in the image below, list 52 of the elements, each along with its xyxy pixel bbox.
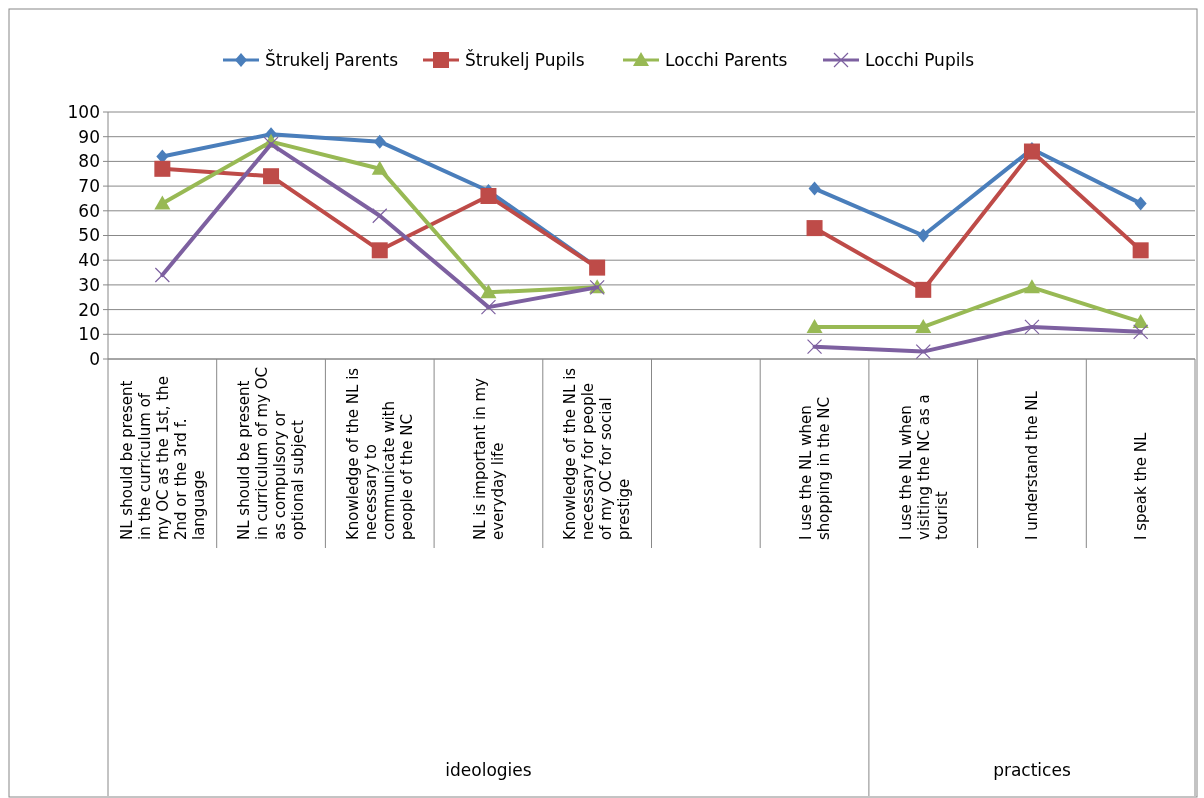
legend-label: Štrukelj Parents bbox=[265, 48, 399, 70]
text: ideologies bbox=[445, 760, 532, 780]
point bbox=[263, 168, 280, 185]
point bbox=[480, 187, 497, 204]
point bbox=[915, 343, 931, 360]
x-tick-label: I use the NL when visiting the NC as a tourist bbox=[896, 394, 951, 540]
y-tick-label: 20 bbox=[78, 299, 100, 320]
y-tick-label: 90 bbox=[78, 126, 100, 147]
y-tick-label: 40 bbox=[78, 250, 100, 271]
y-tick-label: 80 bbox=[78, 151, 100, 172]
point bbox=[1133, 324, 1149, 340]
point bbox=[263, 136, 279, 152]
point bbox=[371, 242, 388, 259]
legend-label: Locchi Pupils bbox=[865, 49, 975, 70]
point bbox=[806, 318, 823, 333]
point bbox=[917, 228, 930, 243]
x-tick-label: NL is important in my everyday life bbox=[470, 377, 507, 540]
x-tick-label: I speak the NL bbox=[1131, 431, 1150, 540]
point bbox=[371, 160, 388, 175]
y-tick-label: 60 bbox=[78, 200, 100, 221]
x-tick-label: Knowledge of the NL is necessary for people of my OC for social prestige bbox=[561, 367, 634, 540]
point bbox=[480, 299, 497, 315]
point bbox=[1132, 242, 1149, 259]
point bbox=[372, 208, 388, 224]
point bbox=[808, 181, 821, 196]
point bbox=[154, 160, 171, 177]
legend-label: Locchi Parents bbox=[665, 49, 788, 70]
point bbox=[1132, 313, 1149, 328]
point bbox=[1134, 196, 1147, 211]
point bbox=[154, 195, 171, 210]
y-tick-label: 10 bbox=[78, 324, 100, 345]
y-tick-label: 70 bbox=[78, 176, 100, 197]
point bbox=[1023, 279, 1040, 294]
point bbox=[480, 284, 497, 299]
legend-label: Štrukelj Pupils bbox=[465, 48, 585, 70]
point bbox=[373, 134, 386, 149]
point bbox=[154, 267, 170, 283]
x-tick-label: NL should be present in the curriculum of my OC as the 1st, the 2nd or the 3rd f. language bbox=[117, 376, 208, 540]
x-tick-label: NL should be present in curriculum of my OC as compulsory or optional subject bbox=[235, 366, 308, 540]
y-tick-label: 50 bbox=[78, 225, 100, 246]
y-tick-label: 100 bbox=[67, 101, 100, 122]
x-tick-label: I use the NL when shopping in the NC bbox=[796, 396, 833, 540]
point bbox=[915, 318, 932, 333]
x-tick-label: I understand the NL bbox=[1023, 390, 1042, 540]
point bbox=[1024, 319, 1040, 335]
y-tick-label: 0 bbox=[89, 348, 100, 369]
text: practices bbox=[993, 760, 1071, 780]
point bbox=[915, 281, 932, 298]
y-tick-label: 30 bbox=[78, 274, 100, 295]
point bbox=[806, 339, 823, 355]
point bbox=[806, 220, 823, 237]
x-tick-label: Knowledge of the NL is necessary to communicate with people of the NC bbox=[344, 367, 416, 540]
